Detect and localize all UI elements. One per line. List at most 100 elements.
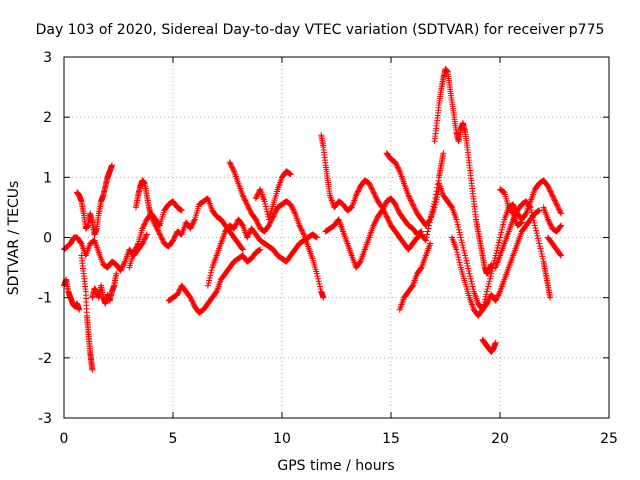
- data-point-marker: [456, 229, 463, 236]
- data-point-marker: [454, 219, 461, 226]
- data-point-marker: [554, 203, 561, 210]
- data-point-marker: [483, 288, 490, 295]
- x-tick-label: 15: [382, 431, 400, 447]
- data-point-marker: [171, 233, 178, 240]
- data-point-marker: [141, 220, 148, 227]
- data-point-marker: [244, 202, 251, 209]
- data-point-marker: [140, 239, 147, 246]
- data-point-marker: [528, 209, 535, 216]
- data-point-marker: [155, 228, 162, 235]
- data-point-marker: [253, 194, 260, 201]
- data-point-marker: [497, 231, 504, 238]
- data-point-marker: [231, 224, 238, 231]
- data-point-marker: [299, 228, 306, 235]
- data-point-marker: [488, 268, 495, 275]
- data-point-marker: [553, 201, 560, 208]
- data-point-marker: [373, 217, 380, 224]
- data-point-marker: [424, 231, 431, 238]
- data-point-marker: [239, 246, 246, 253]
- data-point-marker: [497, 234, 503, 241]
- data-point-marker: [175, 289, 182, 296]
- data-point-marker: [453, 216, 460, 223]
- data-point-marker: [188, 222, 195, 229]
- data-point-marker: [546, 220, 553, 227]
- data-point-marker: [448, 203, 455, 210]
- data-point-marker: [393, 161, 400, 168]
- y-tick-label: -3: [38, 411, 52, 427]
- data-point-marker: [262, 200, 269, 207]
- data-point-marker: [485, 280, 492, 287]
- data-point-marker: [142, 234, 149, 241]
- data-point-marker: [492, 339, 499, 346]
- data-point-marker: [226, 159, 233, 166]
- data-point-marker: [558, 252, 565, 259]
- chart-title: Day 103 of 2020, Sidereal Day-to-day VTE…: [36, 22, 605, 38]
- data-point-marker: [133, 244, 140, 251]
- data-point-marker: [457, 262, 464, 269]
- data-point-marker: [170, 236, 177, 243]
- data-point-marker: [189, 298, 196, 305]
- y-tick-label: 2: [43, 110, 52, 126]
- data-point-marker: [406, 194, 413, 201]
- data-point-marker: [263, 206, 270, 213]
- data-point-marker: [556, 206, 563, 213]
- data-point-marker: [539, 253, 546, 260]
- data-point-marker: [482, 293, 489, 300]
- data-point-marker: [232, 222, 239, 229]
- data-point-marker: [392, 159, 399, 166]
- data-point-marker: [257, 246, 264, 253]
- data-point-marker: [227, 160, 234, 167]
- data-point-marker: [207, 269, 214, 276]
- data-point-marker: [536, 207, 543, 214]
- y-tick-label: 3: [43, 50, 52, 66]
- data-point-marker: [392, 201, 399, 208]
- data-point-marker: [320, 294, 327, 301]
- data-point-marker: [487, 275, 494, 282]
- data-point-marker: [242, 198, 249, 205]
- data-point-marker: [271, 210, 278, 217]
- data-point-marker: [134, 241, 141, 248]
- data-point-marker: [171, 234, 178, 241]
- data-point-marker: [455, 224, 462, 231]
- data-point-marker: [462, 252, 469, 259]
- data-point-marker: [465, 265, 472, 272]
- data-point-marker: [432, 201, 439, 208]
- series-track-s: [479, 336, 499, 355]
- data-point-marker: [535, 237, 542, 244]
- data-point-marker: [410, 202, 417, 209]
- data-point-marker: [160, 237, 167, 244]
- data-point-marker: [483, 291, 490, 298]
- data-point-marker: [366, 181, 373, 188]
- data-point-marker: [254, 219, 261, 226]
- data-point-marker: [392, 160, 399, 167]
- data-point-marker: [495, 291, 502, 298]
- data-point-marker: [382, 200, 389, 207]
- data-point-marker: [206, 277, 213, 284]
- data-point-marker: [141, 235, 148, 242]
- data-point-marker: [489, 265, 496, 272]
- data-point-marker: [499, 224, 506, 231]
- data-point-marker: [522, 211, 529, 218]
- data-point-marker: [488, 270, 495, 277]
- data-point-marker: [417, 265, 424, 272]
- data-point-marker: [252, 195, 259, 202]
- data-point-marker: [457, 234, 464, 241]
- data-point-marker: [239, 192, 246, 199]
- data-point-marker: [142, 219, 149, 226]
- data-point-marker: [207, 272, 214, 279]
- data-point-marker: [431, 204, 438, 211]
- data-point-marker: [531, 222, 538, 229]
- data-point-marker: [384, 216, 391, 223]
- data-point-marker: [205, 280, 212, 287]
- data-point-marker: [544, 216, 551, 223]
- data-point-marker: [422, 237, 429, 244]
- data-point-marker: [423, 234, 430, 241]
- y-tick-label: -1: [38, 291, 52, 307]
- data-point-marker: [288, 203, 295, 210]
- data-point-marker: [487, 273, 494, 280]
- data-point-marker: [383, 213, 390, 220]
- data-point-marker: [468, 280, 475, 287]
- data-point-marker: [533, 230, 540, 237]
- y-tick-label: -2: [38, 351, 52, 367]
- data-point-marker: [498, 229, 505, 236]
